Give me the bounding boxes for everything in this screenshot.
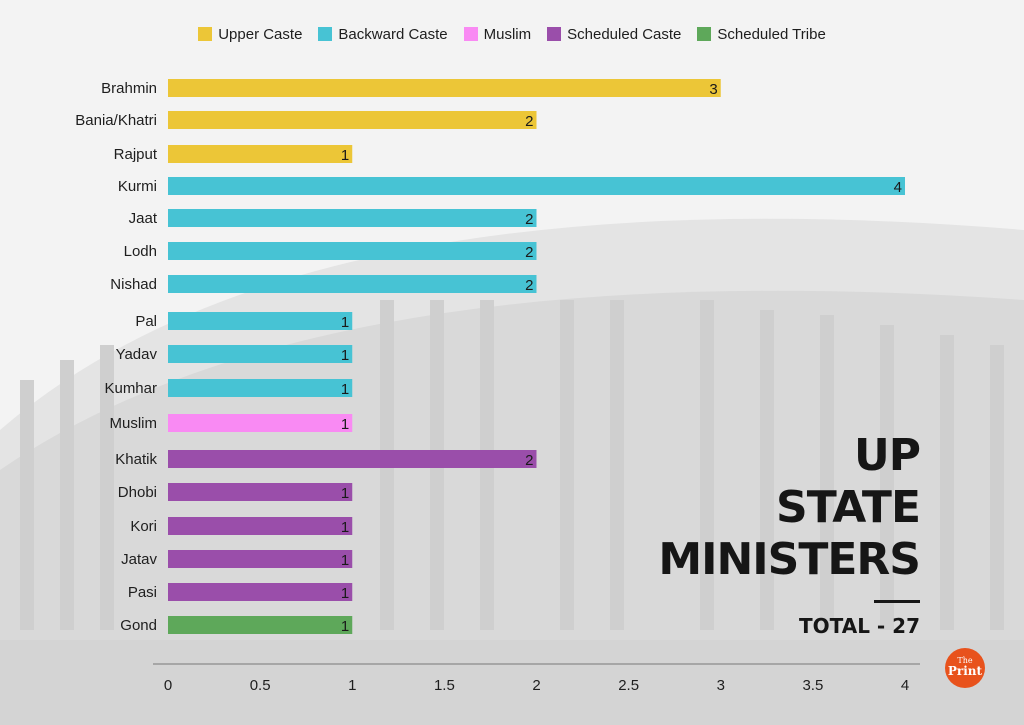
legend-swatch (697, 27, 712, 41)
category-label: Muslim (110, 415, 158, 432)
legend-item: Scheduled Tribe (697, 26, 826, 43)
data-label: 1 (341, 585, 349, 602)
data-label: 3 (709, 81, 717, 98)
category-label: Jaat (129, 210, 158, 227)
chart-headline: UP STATE MINISTERS (658, 430, 921, 586)
category-label: Brahmin (101, 80, 157, 97)
legend-label: Muslim (483, 26, 532, 43)
headline-line-2: STATE (776, 482, 921, 533)
bar (168, 145, 353, 163)
x-tick-label: 4 (901, 677, 909, 694)
x-tick-label: 0 (164, 677, 172, 694)
bar (168, 209, 537, 227)
data-label: 4 (894, 179, 902, 196)
data-label: 2 (525, 113, 533, 130)
bar (168, 483, 353, 501)
category-label: Kumhar (104, 380, 157, 397)
headline-line-1: UP (854, 430, 921, 481)
category-label: Khatik (115, 451, 157, 468)
category-label: Kori (130, 518, 157, 535)
data-label: 1 (341, 147, 349, 164)
category-label: Pasi (128, 584, 157, 601)
x-tick-label: 2 (532, 677, 540, 694)
data-label: 1 (341, 485, 349, 502)
headline-line-3: MINISTERS (658, 534, 921, 585)
category-label: Rajput (114, 146, 158, 163)
bar (168, 79, 721, 97)
data-label: 1 (341, 416, 349, 433)
bar (168, 450, 537, 468)
legend-label: Upper Caste (218, 26, 303, 43)
bar (168, 414, 353, 432)
bar (168, 177, 905, 195)
category-label: Nishad (110, 276, 157, 293)
data-label: 1 (341, 519, 349, 536)
legend-swatch (198, 27, 213, 41)
bar (168, 550, 353, 568)
bar (168, 242, 537, 260)
category-label: Pal (135, 313, 157, 330)
data-label: 1 (341, 552, 349, 569)
x-tick-label: 3.5 (802, 677, 823, 694)
legend-swatch (318, 27, 333, 41)
bar (168, 345, 353, 363)
bar (168, 111, 537, 129)
bar (168, 616, 353, 634)
legend-swatch (463, 27, 478, 41)
data-label: 1 (341, 314, 349, 331)
category-label: Yadav (116, 346, 158, 363)
legend-label: Backward Caste (338, 26, 448, 43)
total-count: TOTAL - 27 (798, 614, 920, 638)
legend-item: Muslim (463, 26, 532, 43)
legend-label: Scheduled Caste (567, 26, 682, 43)
bar (168, 583, 353, 601)
data-label: 2 (525, 452, 533, 469)
data-label: 1 (341, 381, 349, 398)
data-label: 2 (525, 211, 533, 228)
logo-print-text: Print (947, 664, 983, 678)
x-tick-label: 1 (348, 677, 356, 694)
category-label: Lodh (124, 243, 157, 260)
category-label: Kurmi (118, 178, 157, 195)
data-label: 1 (341, 347, 349, 364)
the-print-logo: The Print (945, 648, 985, 688)
category-label: Jatav (121, 551, 157, 568)
bar (168, 379, 353, 397)
x-tick-label: 0.5 (250, 677, 271, 694)
data-label: 2 (525, 277, 533, 294)
x-tick-label: 2.5 (618, 677, 639, 694)
legend-item: Scheduled Caste (547, 26, 681, 43)
data-label: 1 (341, 618, 349, 635)
bar (168, 312, 353, 330)
headline-divider (874, 600, 920, 603)
x-tick-label: 1.5 (434, 677, 455, 694)
data-label: 2 (525, 244, 533, 261)
bar (168, 275, 537, 293)
legend-swatch (547, 27, 562, 41)
x-tick-label: 3 (717, 677, 725, 694)
legend: Upper Caste Backward Caste Muslim Scheduled… (0, 26, 1024, 43)
legend-item: Upper Caste (198, 26, 302, 43)
category-label: Gond (120, 617, 157, 634)
category-label: Bania/Khatri (75, 112, 157, 129)
legend-label: Scheduled Tribe (717, 26, 826, 43)
logo-the-text: The (957, 656, 973, 665)
category-label: Dhobi (118, 484, 157, 501)
bar (168, 517, 353, 535)
legend-item: Backward Caste (318, 26, 448, 43)
